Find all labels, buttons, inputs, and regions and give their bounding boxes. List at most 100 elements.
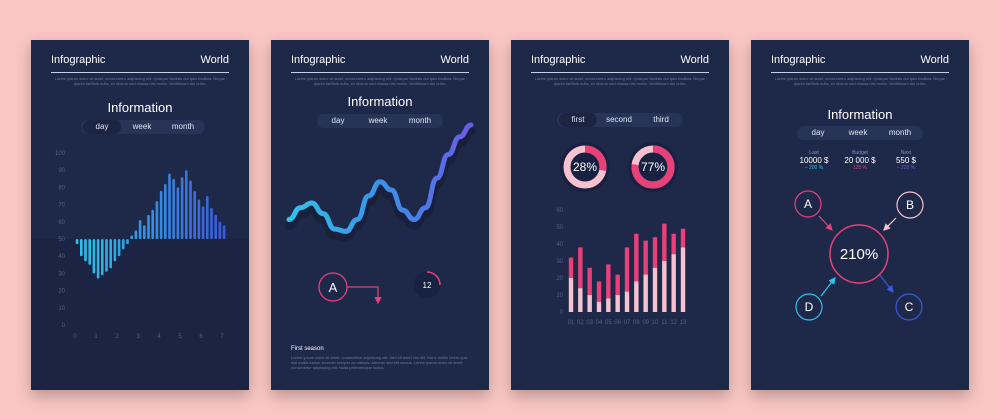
bar-lower — [680, 247, 686, 312]
x-tick-label: 6 — [199, 334, 203, 340]
y-tick-label: 90 — [58, 168, 65, 174]
y-tick-label: 70 — [58, 203, 65, 209]
x-tick-label: 02 — [577, 320, 584, 326]
card-header: Infographic World — [531, 54, 709, 70]
tab-day[interactable]: day — [331, 116, 345, 125]
bar — [147, 214, 150, 239]
header-world-link[interactable]: World — [200, 54, 229, 66]
x-tick-label: 7 — [220, 334, 224, 340]
stat-next: Next 550 $ – 220 % — [881, 150, 931, 171]
bar — [176, 187, 180, 239]
y-tick-label: 50 — [58, 237, 65, 243]
bar — [172, 178, 175, 239]
y-tick-label: 40 — [556, 242, 563, 248]
bar — [143, 225, 146, 239]
period-tabs: day week month — [81, 120, 205, 134]
bar — [113, 239, 117, 262]
x-tick-label: 10 — [652, 320, 659, 326]
x-tick-label: 04 — [596, 320, 603, 326]
tab-month[interactable]: month — [171, 122, 195, 131]
arrow-d — [820, 277, 836, 297]
x-tick-label: 06 — [614, 320, 621, 326]
center-ring — [829, 224, 889, 284]
bar-lower — [652, 267, 658, 312]
bar-lower — [643, 274, 648, 312]
bar — [138, 220, 142, 239]
header-world-link[interactable]: World — [920, 54, 949, 66]
header-world-link[interactable]: World — [680, 54, 709, 66]
info-title: Information — [827, 107, 893, 122]
bar — [185, 170, 188, 239]
bar-lower — [596, 301, 602, 312]
bar — [155, 201, 159, 239]
header-title: Infographic — [291, 54, 346, 66]
tab-week[interactable]: week — [132, 122, 152, 131]
tab-second[interactable]: second — [606, 115, 632, 124]
tab-day[interactable]: day — [83, 120, 121, 134]
arrow-a — [818, 215, 833, 231]
stat-value: 10000 $ — [799, 156, 829, 165]
stat-value: 550 $ — [895, 156, 917, 165]
divider — [771, 72, 949, 73]
node-diagram: 210% A B C D — [794, 190, 924, 321]
bar — [180, 177, 184, 239]
bar — [101, 239, 104, 276]
bar — [117, 239, 121, 257]
bar — [88, 239, 91, 265]
bar — [92, 239, 96, 274]
bar — [96, 239, 100, 279]
x-tick-label: 5 — [178, 334, 182, 340]
tab-day[interactable]: day — [811, 128, 825, 137]
bar-upper — [662, 223, 667, 261]
stat-label: Last — [809, 150, 819, 156]
bar-lower — [624, 291, 630, 312]
tab-month[interactable]: month — [888, 128, 912, 137]
x-tick-label: 4 — [157, 334, 161, 340]
bar — [197, 199, 201, 239]
bar-upper — [596, 281, 602, 302]
bar — [130, 235, 133, 239]
bar — [168, 173, 171, 239]
series-tabs: first second third — [557, 113, 683, 127]
stat-change: – 200 % — [804, 165, 824, 171]
tab-third[interactable]: third — [653, 115, 669, 124]
stat-change: 125 % — [852, 165, 868, 171]
y-tick-label: 40 — [58, 254, 65, 260]
y-tick-label: 0 — [62, 323, 66, 329]
tab-first[interactable]: first — [559, 113, 597, 127]
bar-upper — [578, 247, 583, 289]
center-value: 210% — [840, 246, 878, 263]
tab-week[interactable]: week — [848, 128, 868, 137]
y-tick-label: 20 — [556, 276, 563, 282]
x-tick-label: 1 — [94, 334, 98, 340]
bar — [218, 221, 222, 239]
y-tick-label: 60 — [556, 208, 563, 214]
bar-upper — [606, 264, 611, 299]
header-title: Infographic — [51, 54, 106, 66]
bar — [122, 239, 125, 250]
x-tick-label: 03 — [586, 320, 593, 326]
x-tick-label: 3 — [136, 334, 140, 340]
bar-upper — [587, 267, 592, 295]
lower-band — [31, 239, 249, 390]
y-tick-label: 10 — [58, 306, 65, 312]
arrow-b — [883, 217, 897, 231]
bar-lower — [568, 278, 574, 312]
node-c-ring — [895, 293, 923, 321]
x-tick-label: 07 — [624, 320, 631, 326]
header-title: Infographic — [531, 54, 586, 66]
tab-week[interactable]: week — [368, 116, 388, 125]
x-tick-label: 2 — [115, 334, 119, 340]
caption-text: Lorem ipsum dolor sit amet, consectetur … — [291, 355, 468, 370]
y-tick-label: 30 — [556, 259, 563, 265]
header-world-link[interactable]: World — [440, 54, 469, 66]
bar-upper — [568, 257, 574, 278]
tab-month[interactable]: month — [408, 116, 432, 125]
bar — [151, 209, 154, 239]
bar-upper — [615, 274, 620, 295]
caption-title: First season — [291, 346, 324, 352]
y-tick-label: 100 — [55, 151, 66, 157]
bar-lower — [671, 254, 676, 312]
bar — [109, 239, 112, 269]
bar-upper — [624, 247, 630, 292]
